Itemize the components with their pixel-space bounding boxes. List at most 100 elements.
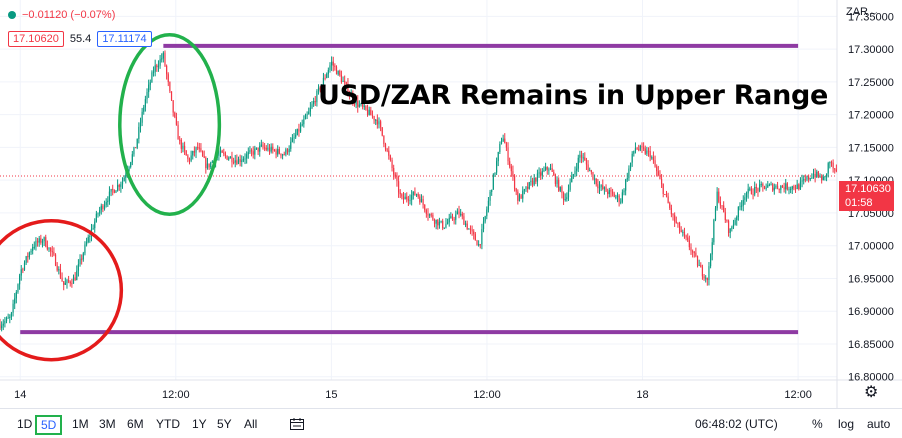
candle-body: [492, 174, 494, 190]
candle-body: [143, 107, 145, 112]
candle-body: [339, 70, 341, 76]
candle-body: [548, 169, 550, 171]
candle-body: [117, 184, 119, 191]
candle-body: [368, 109, 370, 115]
candle-body: [66, 279, 68, 283]
candle-body: [718, 191, 720, 202]
candle-body: [177, 124, 179, 140]
percent-toggle[interactable]: %: [812, 417, 823, 431]
candle-body: [700, 265, 702, 268]
candle-body: [801, 180, 803, 182]
candle-body: [407, 199, 409, 201]
auto-toggle[interactable]: auto: [867, 417, 891, 431]
candle-body: [628, 168, 630, 179]
candle-body: [259, 145, 261, 152]
candle-body: [384, 144, 387, 150]
candle-body: [130, 162, 132, 167]
candle-body: [657, 171, 659, 175]
candle-body: [589, 170, 591, 172]
candle-body: [834, 168, 836, 170]
candle-body: [576, 168, 578, 171]
candle-body: [512, 171, 514, 176]
candle-body: [121, 181, 124, 185]
candle-body: [187, 155, 189, 159]
candle-body: [451, 216, 454, 220]
candle-body: [491, 189, 493, 192]
candle-body: [634, 148, 637, 151]
candle-body: [696, 256, 699, 266]
candle-body: [190, 155, 192, 161]
candle-body: [267, 147, 269, 150]
timeframe-1m[interactable]: 1M: [72, 417, 89, 431]
candle-body: [541, 171, 543, 176]
candle-body: [309, 107, 311, 112]
candle-body: [79, 258, 81, 265]
bid-price[interactable]: 17.10620: [8, 31, 64, 47]
candle-body: [790, 189, 792, 191]
candle-body: [148, 84, 150, 93]
candle-body: [268, 147, 271, 152]
gear-icon[interactable]: ⚙: [864, 384, 879, 401]
market-status-icon: [8, 11, 16, 19]
timeframe-ytd[interactable]: YTD: [156, 417, 180, 431]
log-toggle[interactable]: log: [838, 417, 855, 431]
candle-body: [592, 172, 594, 180]
candle-body: [554, 174, 557, 184]
candle-body: [714, 208, 717, 220]
candle-body: [223, 152, 225, 154]
candle-body: [482, 221, 485, 230]
candle-body: [791, 186, 793, 190]
calendar-range-icon[interactable]: [290, 418, 304, 430]
candle-body: [773, 187, 775, 191]
candle-body: [667, 196, 669, 204]
candle-body: [731, 227, 733, 229]
chart-grid: [0, 0, 837, 380]
candle-body: [386, 149, 388, 151]
candle-body: [803, 179, 805, 181]
candle-body: [321, 84, 323, 90]
candle-body: [277, 149, 279, 155]
timeframe-3m[interactable]: 3M: [99, 417, 116, 431]
candle-body: [152, 71, 155, 73]
candle-body: [629, 162, 632, 169]
candle-body: [357, 100, 359, 107]
candle-body: [172, 100, 174, 113]
candle-body: [682, 231, 684, 233]
candle-body: [51, 251, 53, 253]
candle-body: [265, 148, 267, 150]
candle-body: [672, 214, 674, 216]
candle-body: [131, 154, 133, 163]
timeframe-all[interactable]: All: [244, 417, 258, 431]
candle-body: [38, 238, 40, 243]
candle-body: [621, 192, 623, 202]
candle-body: [40, 238, 42, 243]
candle-body: [464, 223, 467, 225]
candle-body: [344, 80, 346, 83]
candle-body: [322, 77, 325, 85]
timeframe-6m[interactable]: 6M: [127, 417, 144, 431]
candle-body: [499, 144, 501, 152]
timeframe-5d[interactable]: 5D: [35, 415, 63, 435]
candle-body: [247, 152, 249, 155]
candle-body: [776, 185, 779, 189]
timeframe-1d[interactable]: 1D: [17, 417, 33, 431]
candle-body: [162, 52, 164, 59]
candle-body: [48, 247, 50, 250]
candle-body: [468, 228, 470, 230]
timeframe-1y[interactable]: 1Y: [192, 417, 207, 431]
candle-body: [460, 213, 462, 215]
candle-body: [817, 171, 820, 177]
candle-body: [484, 216, 486, 222]
candle-body: [448, 217, 450, 223]
candle-body: [687, 237, 689, 241]
timeframe-5y[interactable]: 5Y: [217, 417, 232, 431]
candle-body: [231, 156, 233, 163]
candle-body: [149, 82, 151, 85]
price-chart[interactable]: 17.35000 17.30000 17.25000 17.20000 17.15000…: [0, 0, 902, 408]
candle-body: [572, 174, 574, 177]
candle-body: [250, 150, 253, 152]
ask-price[interactable]: 17.11174: [97, 31, 152, 47]
candle-body: [471, 229, 473, 232]
symbol-selector[interactable]: ZAR ⌵: [846, 6, 877, 18]
utc-clock[interactable]: 06:48:02 (UTC): [695, 417, 778, 431]
